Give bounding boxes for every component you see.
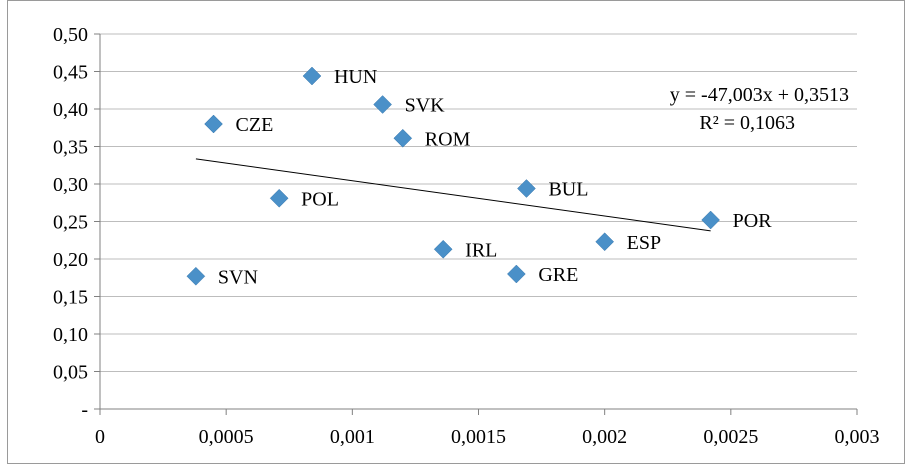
trendline-r-squared: R² = 0,1063	[699, 112, 795, 134]
data-point-hun	[302, 66, 322, 86]
y-tick-label: 0,05	[53, 362, 88, 384]
point-label-irl: IRL	[465, 239, 497, 261]
y-tick-label: 0,40	[53, 99, 88, 121]
data-point-gre	[506, 264, 526, 284]
data-point-bul	[517, 179, 536, 198]
trendline	[195, 158, 711, 232]
x-tick-label: 0,0025	[703, 426, 758, 448]
point-label-esp: ESP	[627, 232, 661, 254]
data-point-svn	[186, 266, 206, 286]
point-label-svn: SVN	[218, 266, 258, 288]
point-label-pol: POL	[301, 188, 339, 210]
y-tick-label: 0,15	[53, 287, 88, 309]
y-tick-label: 0,50	[53, 24, 88, 46]
point-label-rom: ROM	[425, 128, 471, 150]
y-tick-label: 0,30	[53, 174, 88, 196]
x-tick-label: 0,003	[835, 426, 880, 448]
x-tick-label: 0,0005	[199, 426, 254, 448]
trendline-equation: y = -47,003x + 0,3513	[670, 84, 849, 106]
y-tick-label: 0,35	[53, 137, 88, 159]
point-label-gre: GRE	[538, 264, 578, 286]
point-label-cze: CZE	[236, 114, 274, 136]
data-point-esp	[595, 232, 615, 252]
y-tick-label: 0,20	[53, 249, 88, 271]
point-label-hun: HUN	[334, 66, 377, 88]
y-tick-label: 0,25	[53, 212, 88, 234]
y-tick-label: 0,10	[53, 324, 88, 346]
y-tick-label: -	[81, 399, 88, 421]
x-tick-label: 0,0015	[451, 426, 506, 448]
x-tick-label: 0,002	[582, 426, 627, 448]
point-label-por: POR	[733, 210, 773, 232]
x-tick-label: 0	[95, 426, 105, 448]
data-point-rom	[393, 128, 413, 148]
chart-frame	[7, 0, 905, 464]
y-tick-label: 0,45	[53, 62, 88, 84]
x-tick-label: 0,001	[330, 426, 375, 448]
point-label-bul: BUL	[548, 179, 588, 201]
data-point-por	[701, 210, 721, 230]
data-point-pol	[269, 188, 289, 208]
data-point-irl	[433, 239, 453, 259]
data-point-cze	[204, 114, 223, 134]
data-point-svk	[373, 95, 392, 114]
point-label-svk: SVK	[405, 95, 446, 117]
